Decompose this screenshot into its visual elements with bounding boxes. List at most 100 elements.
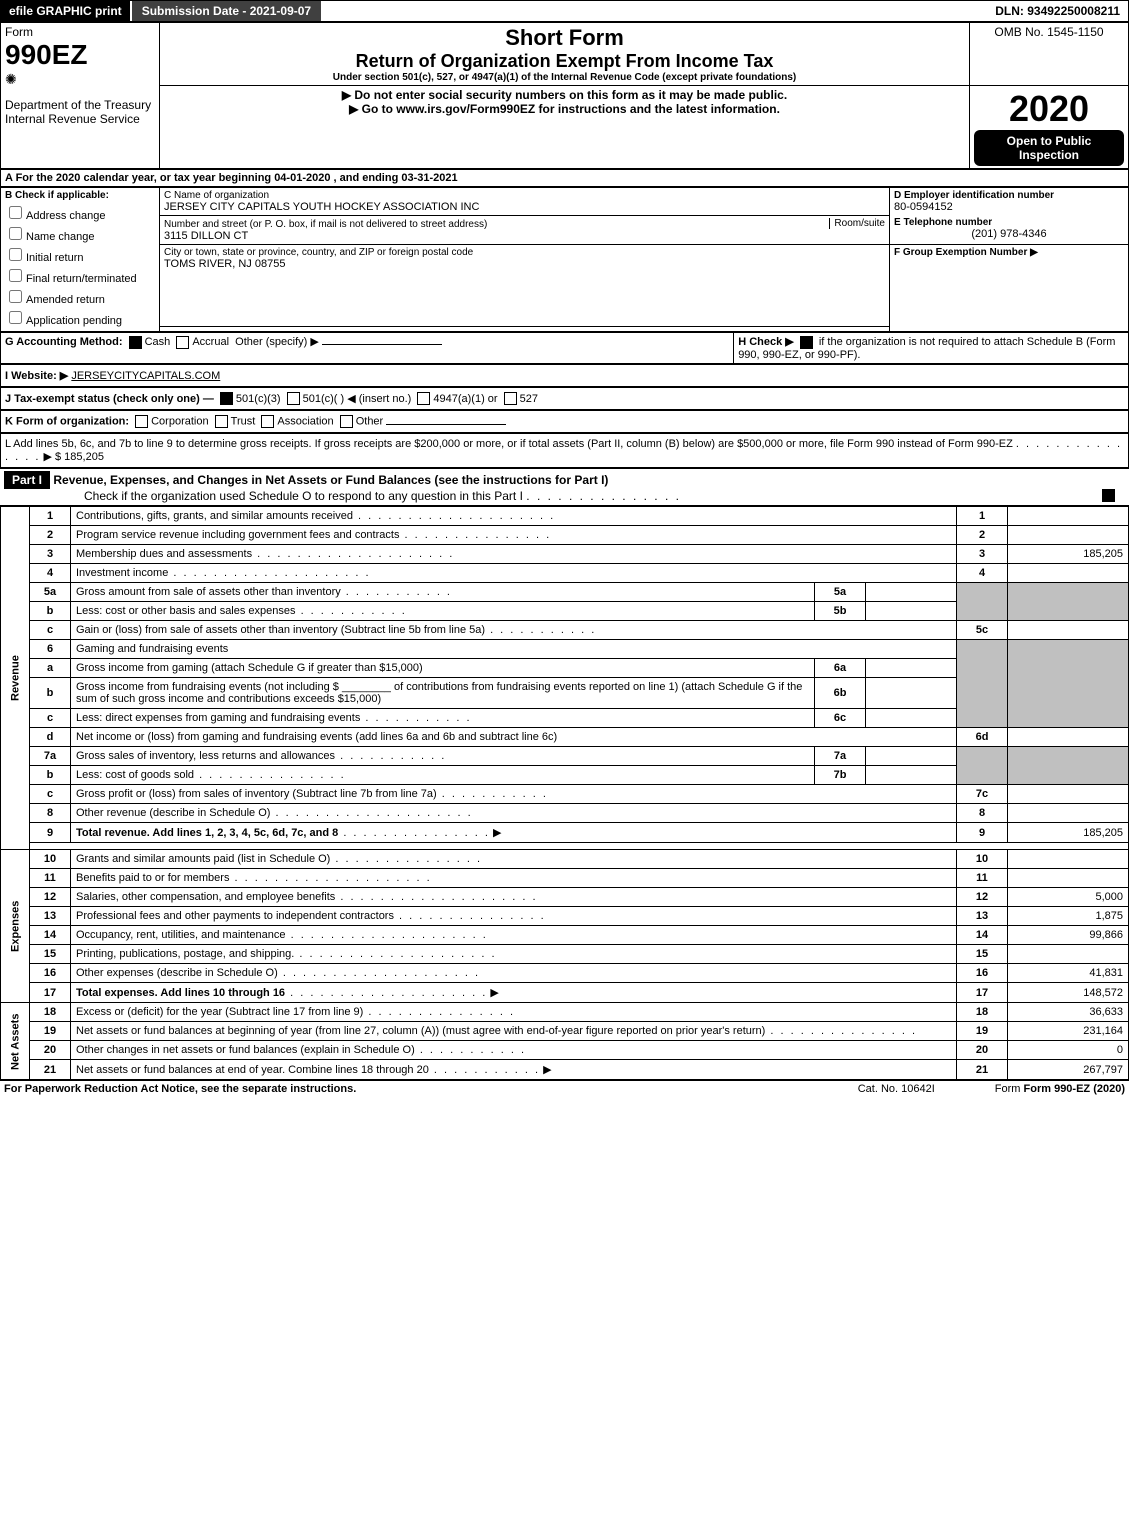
revenue-vert-label: Revenue xyxy=(1,507,30,850)
line-15-ref: 15 xyxy=(957,945,1008,964)
line-14-ref: 14 xyxy=(957,926,1008,945)
line-3-val: 185,205 xyxy=(1008,545,1129,564)
line-8-num: 8 xyxy=(30,804,71,823)
form-word: Form xyxy=(5,25,155,39)
page-footer: For Paperwork Reduction Act Notice, see … xyxy=(0,1080,1129,1097)
i-label: I Website: ▶ xyxy=(5,370,68,382)
form-ref-bold: Form 990-EZ (2020) xyxy=(1024,1083,1125,1095)
checkbox-cash[interactable] xyxy=(129,336,142,349)
other-specify-input[interactable] xyxy=(322,344,442,345)
line-10-num: 10 xyxy=(30,850,71,869)
checkbox-amended-return[interactable]: Amended return xyxy=(5,287,155,306)
line-16-num: 16 xyxy=(30,964,71,983)
spacer-cell xyxy=(160,327,890,332)
checkbox-address-change[interactable]: Address change xyxy=(5,203,155,222)
checkbox-501c[interactable] xyxy=(287,392,300,405)
line-7c-num: c xyxy=(30,785,71,804)
website-value[interactable]: JERSEYCITYCAPITALS.COM xyxy=(71,370,220,382)
opt-501c: 501(c)( ) ◀ (insert no.) xyxy=(303,393,412,405)
line-6d-val xyxy=(1008,728,1129,747)
line-20-desc: Other changes in net assets or fund bala… xyxy=(71,1041,957,1060)
d-ein-label: D Employer identification number xyxy=(894,190,1124,201)
other-org-input[interactable] xyxy=(386,424,506,425)
line-1-num: 1 xyxy=(30,507,71,526)
line-7a-sub: 7a xyxy=(815,747,866,766)
line-10-ref: 10 xyxy=(957,850,1008,869)
open-public-inspection: Open to Public Inspection xyxy=(974,130,1124,166)
goto-link[interactable]: ▶ Go to www.irs.gov/Form990EZ for instru… xyxy=(164,102,965,116)
checkbox-4947[interactable] xyxy=(417,392,430,405)
line-19-val: 231,164 xyxy=(1008,1022,1129,1041)
checkbox-trust[interactable] xyxy=(215,415,228,428)
line-3-num: 3 xyxy=(30,545,71,564)
line-13-ref: 13 xyxy=(957,907,1008,926)
line-8-val xyxy=(1008,804,1129,823)
submission-date-button[interactable]: Submission Date - 2021-09-07 xyxy=(132,1,321,21)
checkbox-name-change-label: Name change xyxy=(26,231,95,243)
form-header: Form 990EZ ✺ Department of the Treasury … xyxy=(0,22,1129,169)
line-18-ref: 18 xyxy=(957,1003,1008,1022)
line-15-num: 15 xyxy=(30,945,71,964)
checkbox-h[interactable] xyxy=(800,336,813,349)
checkbox-schedule-o[interactable] xyxy=(1102,489,1115,502)
line-17-val: 148,572 xyxy=(1008,983,1129,1003)
form-ref: Form Form 990-EZ (2020) xyxy=(995,1083,1125,1095)
checkbox-501c3[interactable] xyxy=(220,392,233,405)
line-2-num: 2 xyxy=(30,526,71,545)
line-6-desc: Gaming and fundraising events xyxy=(71,640,957,659)
shaded-6-val xyxy=(1008,640,1129,728)
line-20-val: 0 xyxy=(1008,1041,1129,1060)
line-16-val: 41,831 xyxy=(1008,964,1129,983)
accrual-label: Accrual xyxy=(192,336,229,348)
opt-4947: 4947(a)(1) or xyxy=(433,393,497,405)
line-a-tax-year: A For the 2020 calendar year, or tax yea… xyxy=(0,169,1129,187)
line-2-desc: Program service revenue including govern… xyxy=(71,526,957,545)
checkbox-initial-return[interactable]: Initial return xyxy=(5,245,155,264)
line-7b-sub: 7b xyxy=(815,766,866,785)
city-label: City or town, state or province, country… xyxy=(164,247,885,258)
line-5b-subval xyxy=(866,602,957,621)
section-c-name: C Name of organization JERSEY CITY CAPIT… xyxy=(160,188,890,216)
line-8-desc: Other revenue (describe in Schedule O) xyxy=(71,804,957,823)
line-7b-desc: Less: cost of goods sold xyxy=(71,766,815,785)
line-17-ref: 17 xyxy=(957,983,1008,1003)
line-5c-desc: Gain or (loss) from sale of assets other… xyxy=(71,621,957,640)
line-6c-desc: Less: direct expenses from gaming and fu… xyxy=(71,709,815,728)
shaded-7 xyxy=(957,747,1008,785)
line-6d-num: d xyxy=(30,728,71,747)
street-label: Number and street (or P. O. box, if mail… xyxy=(164,219,487,230)
line-12-num: 12 xyxy=(30,888,71,907)
checkbox-association[interactable] xyxy=(261,415,274,428)
checkbox-other-org[interactable] xyxy=(340,415,353,428)
l-text: L Add lines 5b, 6c, and 7b to line 9 to … xyxy=(5,438,1013,450)
opt-association: Association xyxy=(277,416,333,428)
checkbox-name-change[interactable]: Name change xyxy=(5,224,155,243)
line-7b-subval xyxy=(866,766,957,785)
checkbox-final-return[interactable]: Final return/terminated xyxy=(5,266,155,285)
line-21-ref: 21 xyxy=(957,1060,1008,1080)
line-15-val xyxy=(1008,945,1129,964)
expenses-vert-label: Expenses xyxy=(1,850,30,1003)
checkbox-accrual[interactable] xyxy=(176,336,189,349)
part1-dots xyxy=(526,489,681,503)
line-6d-desc: Net income or (loss) from gaming and fun… xyxy=(71,728,957,747)
line-11-ref: 11 xyxy=(957,869,1008,888)
part1-check-text: Check if the organization used Schedule … xyxy=(84,489,523,503)
spacer-row xyxy=(30,843,1129,850)
efile-print-button[interactable]: efile GRAPHIC print xyxy=(1,1,132,21)
checkbox-527[interactable] xyxy=(504,392,517,405)
line-4-val xyxy=(1008,564,1129,583)
line-11-num: 11 xyxy=(30,869,71,888)
line-21-desc: Net assets or fund balances at end of ye… xyxy=(71,1060,957,1080)
line-21-num: 21 xyxy=(30,1060,71,1080)
line-10-val xyxy=(1008,850,1129,869)
part1-header-row: Part I Revenue, Expenses, and Changes in… xyxy=(0,468,1129,506)
line-13-desc: Professional fees and other payments to … xyxy=(71,907,957,926)
section-c-street: Number and street (or P. O. box, if mail… xyxy=(160,216,890,245)
l-arrow: ▶ $ xyxy=(43,451,61,463)
line-3-ref: 3 xyxy=(957,545,1008,564)
checkbox-corporation[interactable] xyxy=(135,415,148,428)
checkbox-amended-return-label: Amended return xyxy=(26,294,105,306)
org-info-table: B Check if applicable: Address change Na… xyxy=(0,187,1129,332)
checkbox-application-pending[interactable]: Application pending xyxy=(5,308,155,327)
